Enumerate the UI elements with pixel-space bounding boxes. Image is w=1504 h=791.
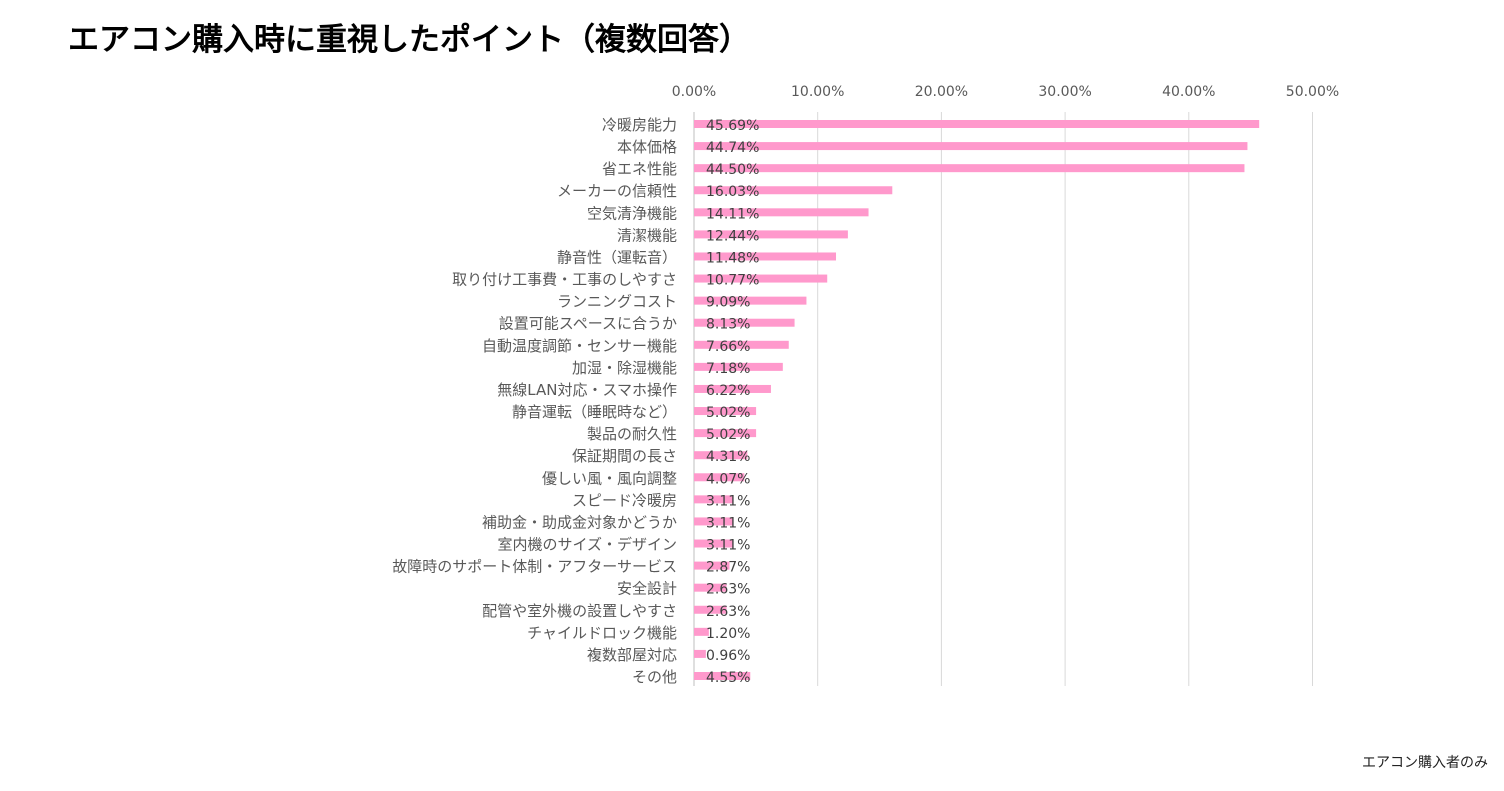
gridlines [693, 112, 1313, 686]
bar [694, 451, 748, 460]
data-label: 8.13% [706, 317, 750, 333]
bar [694, 605, 727, 614]
bar [694, 120, 1260, 128]
bar [694, 649, 706, 658]
data-label: 2.63% [706, 582, 750, 598]
bar [694, 672, 751, 680]
bar [694, 539, 733, 548]
category-label: スピード冷暖房 [572, 491, 677, 509]
bar [694, 252, 837, 261]
data-label: 4.07% [706, 471, 750, 487]
category-label: 清潔機能 [617, 226, 677, 244]
data-label: 4.31% [706, 449, 750, 465]
x-tick-label: 10.00% [791, 84, 844, 100]
category-label: 静音運転（睡眠時など） [512, 403, 677, 421]
data-label: 44.50% [706, 162, 759, 178]
category-label: 故障時のサポート体制・アフターサービス [392, 558, 677, 576]
bar [694, 627, 709, 636]
data-label: 9.09% [706, 295, 750, 311]
bar [694, 274, 828, 283]
bar [694, 495, 733, 504]
data-label: 2.63% [706, 604, 750, 620]
category-label: 保証期間の長さ [572, 447, 677, 465]
data-label: 0.96% [706, 648, 750, 664]
bar [694, 473, 745, 482]
data-label: 1.20% [706, 626, 750, 642]
category-label: 安全設計 [617, 580, 677, 598]
bar [694, 230, 848, 239]
bar [694, 142, 1248, 151]
category-label: 設置可能スペースに合うか [499, 315, 677, 333]
footnote: エアコン購入者のみ [1362, 755, 1488, 771]
category-label: 配管や室外機の設置しやすさ [482, 602, 677, 620]
bar [694, 407, 757, 416]
data-labels: 45.69% 44.74% 44.50% 16.03% 14.11% 12.44% 11.4… [706, 118, 759, 686]
data-label: 14.11% [706, 206, 759, 222]
data-label: 10.77% [706, 273, 759, 289]
bar [694, 583, 727, 592]
data-label: 11.48% [706, 250, 759, 266]
data-label: 6.22% [706, 383, 750, 399]
category-label: 冷暖房能力 [602, 116, 677, 134]
data-label: 16.03% [706, 184, 759, 200]
data-label: 12.44% [706, 228, 759, 244]
data-label: 4.55% [706, 670, 750, 686]
data-label: 7.66% [706, 339, 750, 355]
category-label: 複数部屋対応 [587, 646, 677, 664]
category-label: 加湿・除湿機能 [572, 359, 677, 377]
data-label: 3.11% [706, 493, 750, 509]
data-label: 5.02% [706, 427, 750, 443]
bar [694, 517, 733, 526]
category-label: 優しい風・風向調整 [542, 469, 677, 487]
category-label: 取り付け工事費・工事のしやすさ [452, 271, 677, 289]
category-label: 製品の耐久性 [587, 425, 677, 443]
category-label: 室内機のサイズ・デザイン [497, 536, 677, 554]
chart-title: エアコン購入時に重視したポイント（複数回答） [68, 22, 750, 58]
category-label: その他 [632, 668, 677, 686]
bar [694, 384, 771, 393]
category-label: チャイルドロック機能 [527, 624, 677, 642]
data-label: 44.74% [706, 140, 759, 156]
data-label: 5.02% [706, 405, 750, 421]
data-label: 7.18% [706, 361, 750, 377]
bar [694, 340, 789, 349]
bar [694, 318, 795, 327]
x-tick-label: 40.00% [1162, 84, 1215, 100]
x-axis-ticks: 0.00% 10.00% 20.00% 30.00% 40.00% 50.00% [672, 84, 1339, 100]
bar [694, 164, 1245, 173]
x-tick-label: 20.00% [915, 84, 968, 100]
bar [694, 186, 893, 195]
x-tick-label: 0.00% [672, 84, 716, 100]
bars [694, 120, 1260, 680]
data-label: 2.87% [706, 560, 750, 576]
x-tick-label: 50.00% [1286, 84, 1339, 100]
category-label: ランニングコスト [557, 293, 677, 311]
category-label: メーカーの信頼性 [557, 182, 677, 200]
category-label: 空気清浄機能 [587, 204, 677, 222]
data-label: 45.69% [706, 118, 759, 134]
category-label: 無線LAN対応・スマホ操作 [497, 381, 677, 399]
category-label: 自動温度調節・センサー機能 [482, 337, 677, 355]
bar [694, 296, 807, 305]
bar [694, 208, 869, 217]
bar [694, 561, 730, 570]
category-label: 補助金・助成金対象かどうか [482, 513, 677, 531]
bar [694, 429, 757, 438]
bar [694, 362, 783, 371]
category-labels: 冷暖房能力本体価格省エネ性能メーカーの信頼性空気清浄機能清潔機能静音性（運転音）… [392, 116, 677, 686]
category-label: 省エネ性能 [602, 160, 677, 178]
x-tick-label: 30.00% [1038, 84, 1091, 100]
category-label: 静音性（運転音） [557, 248, 677, 266]
category-label: 本体価格 [617, 138, 677, 156]
data-label: 3.11% [706, 538, 750, 554]
data-label: 3.11% [706, 515, 750, 531]
